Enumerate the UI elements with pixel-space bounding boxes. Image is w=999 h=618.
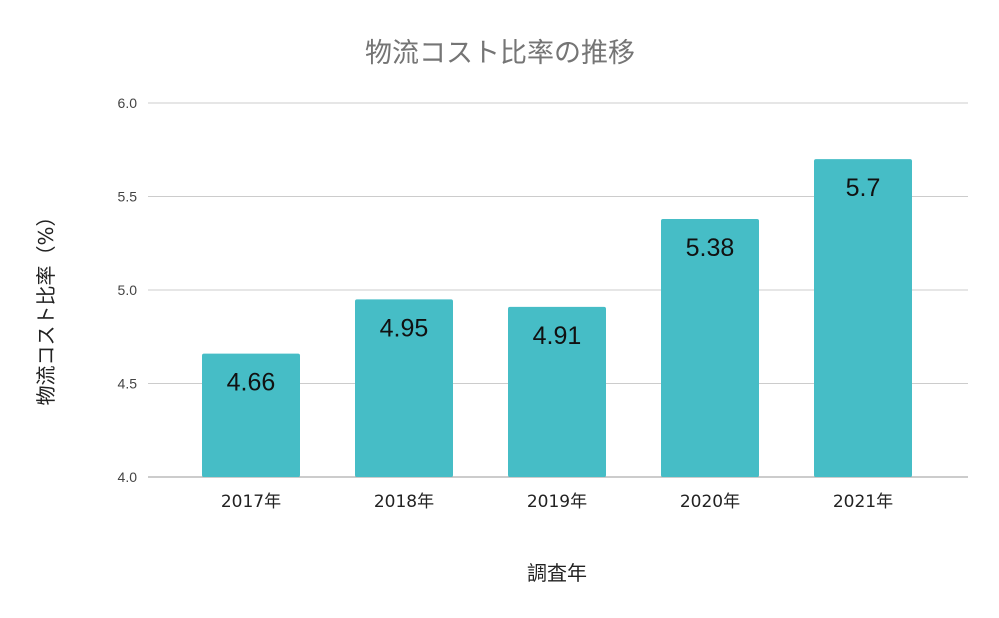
bar (508, 306, 606, 477)
y-tick-label: 5.5 (118, 189, 138, 205)
data-label: 5.7 (846, 174, 881, 202)
x-category-label: 2019年 (527, 492, 587, 512)
y-tick-label: 4.0 (118, 469, 138, 485)
y-tick-label: 6.0 (118, 95, 138, 111)
data-label: 4.66 (227, 369, 276, 397)
bar (661, 218, 759, 477)
x-category-label: 2017年 (221, 492, 281, 512)
x-axis-title: 調査年 (527, 561, 587, 585)
y-axis-title: 物流コスト比率（%） (34, 206, 58, 405)
bar (202, 353, 300, 477)
x-category-label: 2020年 (680, 492, 740, 512)
bars (202, 159, 912, 477)
x-category-label: 2021年 (833, 492, 893, 512)
x-axis-categories: 2017年 2018年 2019年 2020年 2021年 (221, 492, 893, 512)
y-tick-label: 4.5 (118, 376, 138, 392)
chart-title: 物流コスト比率の推移 (365, 38, 635, 69)
x-category-label: 2018年 (374, 492, 434, 512)
y-axis-ticks: 4.0 4.5 5.0 5.5 6.0 (118, 95, 138, 485)
data-label: 4.95 (380, 314, 429, 342)
bar (355, 299, 453, 477)
y-tick-label: 5.0 (118, 282, 138, 298)
bar (814, 159, 912, 477)
data-label: 5.38 (686, 234, 735, 262)
data-label: 4.91 (533, 322, 582, 350)
data-labels: 4.66 4.95 4.91 5.38 5.7 (227, 174, 881, 396)
